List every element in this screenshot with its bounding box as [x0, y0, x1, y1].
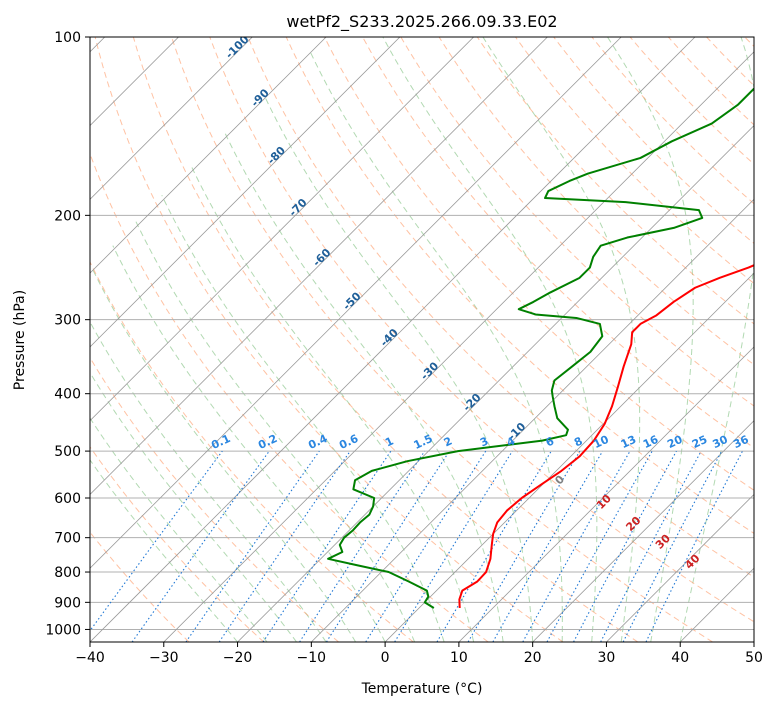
- y-tick-label: 100: [54, 30, 81, 46]
- plot-area: -100-90-80-70-60-50-40-30-20-10 0.1 0.2 0.…: [90, 37, 754, 642]
- moist-adiabat-8: [161, 195, 445, 642]
- mixing-ratio-line-20: [573, 450, 677, 642]
- mixing-ratio-label: 25: [690, 433, 709, 451]
- y-tick-label: 200: [54, 208, 81, 224]
- y-tick-label: 1000: [45, 622, 81, 638]
- y-tick-label: 300: [54, 313, 81, 329]
- mixing-ratio-label: 16: [641, 433, 661, 451]
- x-tick-label: 0: [381, 650, 390, 666]
- moist-adiabat--8: [90, 320, 327, 642]
- mixing-ratio-line-16: [546, 450, 653, 642]
- y-axis-ticks: 100 200 300 400 500 600 700 800 900 1000: [45, 30, 90, 638]
- x-tick-label: −30: [149, 650, 179, 666]
- isotherm-20: [532, 420, 754, 642]
- mixing-ratio-label: 13: [619, 433, 638, 451]
- moist-adiabat-40: [679, 37, 754, 642]
- isotherm-0: [384, 272, 754, 642]
- chart-title: wetPf2_S233.2025.266.09.33.E02: [286, 12, 557, 32]
- moist-adiabat-36: [607, 37, 694, 642]
- moist-adiabat-28: [382, 37, 598, 642]
- y-tick-label: 600: [54, 491, 81, 507]
- mixing-ratio-lines: [90, 450, 743, 642]
- isotherm--60: [90, 37, 548, 496]
- moist-adiabat-12: [190, 165, 475, 642]
- isotherm--80: [90, 37, 401, 348]
- isotherm--90: [90, 37, 327, 274]
- isobar-gridlines: [90, 37, 754, 630]
- isotherm-lines: [90, 37, 754, 642]
- dry-adiabat-100: [400, 37, 754, 407]
- profiles: [327, 87, 754, 609]
- mixing-ratio-label: 10: [591, 433, 611, 451]
- mixing-ratio-line-13: [522, 450, 631, 642]
- mixing-ratio-label: 30: [711, 433, 731, 451]
- x-axis-title: Temperature (°C): [361, 681, 483, 697]
- isotherm--50: [90, 37, 622, 569]
- moist-adiabats: [90, 37, 754, 642]
- dry-adiabat-30: [132, 37, 639, 642]
- moist-adiabat-0: [112, 245, 386, 642]
- mixing-ratio-labels: 0.1 0.2 0.4 0.6 1 1.5 2 3 4 6 8 10 13 16 20 25 30 36: [209, 432, 751, 452]
- mixing-ratio-line-4: [394, 450, 513, 642]
- dry-adiabat-80: [323, 37, 754, 491]
- mixing-ratio-line-0.2: [131, 450, 270, 642]
- mixing-ratio-label: 36: [731, 433, 751, 451]
- x-tick-label: 40: [671, 650, 689, 666]
- dry-adiabat-130: [515, 37, 754, 285]
- mixing-ratio-line-8: [467, 450, 581, 642]
- y-tick-label: 700: [54, 531, 81, 547]
- isotherm-10: [458, 346, 754, 642]
- dry-adiabat-160: [629, 37, 754, 165]
- x-tick-label: −10: [297, 650, 327, 666]
- y-axis-title: Pressure (hPa): [12, 290, 28, 390]
- moist-adiabat--16: [90, 417, 268, 642]
- isotherm--40: [90, 37, 696, 642]
- dewpoint-profile: [327, 87, 754, 609]
- isotherm--20: [237, 124, 754, 642]
- x-tick-label: −40: [75, 650, 105, 666]
- dry-adiabat-60: [247, 37, 754, 578]
- mixing-ratio-line-3: [365, 450, 487, 642]
- plot-background: [90, 37, 754, 642]
- x-tick-label: 30: [598, 650, 616, 666]
- isotherm--30: [163, 51, 754, 642]
- moist-adiabat--4: [91, 267, 357, 642]
- moist-adiabat--20: [90, 459, 238, 642]
- dry-adiabat--20: [90, 446, 265, 642]
- plot-frame: [89, 36, 755, 643]
- dry-adiabat-50: [209, 37, 754, 623]
- x-tick-label: 10: [450, 650, 468, 666]
- mixing-ratio-line-2: [325, 450, 450, 642]
- mixing-ratio-line-10: [492, 450, 604, 642]
- x-tick-label: 20: [524, 650, 542, 666]
- moist-adiabat-24: [308, 49, 563, 642]
- x-tick-label: 50: [745, 650, 763, 666]
- mixing-ratio-line-0.6: [218, 450, 351, 642]
- isotherm-30: [606, 493, 754, 642]
- x-tick-label: −20: [223, 650, 253, 666]
- dry-adiabat-20: [94, 37, 564, 642]
- mixing-ratio-line-6: [436, 450, 552, 642]
- dry-adiabat-110: [438, 37, 754, 366]
- mixing-ratio-line-0.1: [90, 450, 223, 632]
- y-tick-label: 500: [54, 444, 81, 460]
- moist-adiabat-20: [263, 94, 534, 642]
- y-tick-label: 900: [54, 595, 81, 611]
- mixing-ratio-line-0.4: [185, 450, 320, 642]
- y-tick-label: 400: [54, 387, 81, 403]
- mixing-ratio-label: 20: [665, 433, 685, 451]
- temperature-profile: [458, 264, 754, 609]
- x-axis-ticks: −40 −30 −20 −10 0 10 20 30 40 50: [75, 642, 763, 666]
- isotherm--100: [90, 37, 253, 200]
- moist-adiabat-4: [135, 221, 416, 642]
- isotherm--10: [311, 198, 754, 642]
- dry-adiabat-0: [90, 260, 414, 642]
- moist-adiabat-32: [482, 37, 641, 642]
- y-tick-label: 800: [54, 565, 81, 581]
- isotherm--70: [90, 37, 474, 422]
